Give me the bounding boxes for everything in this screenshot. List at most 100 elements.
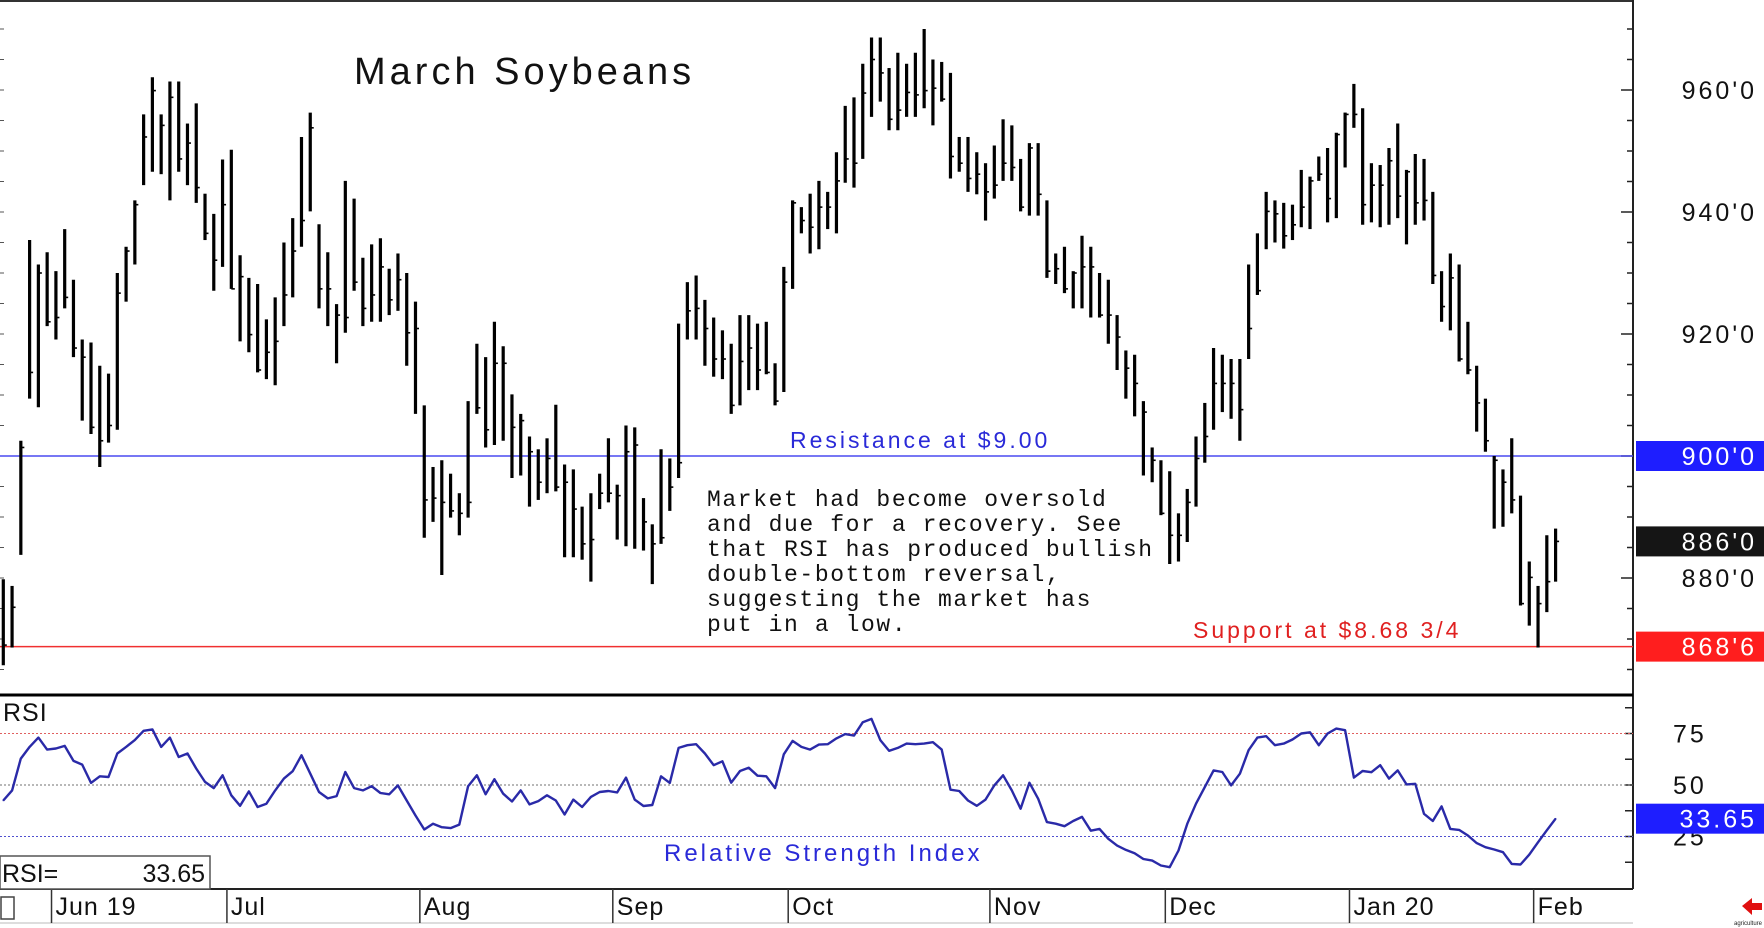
rsi-point xyxy=(116,752,119,755)
rsi-point xyxy=(291,770,294,772)
price-bar xyxy=(396,253,402,311)
price-bar xyxy=(1159,460,1165,516)
rsi-point xyxy=(467,785,469,788)
scroll-left-box[interactable] xyxy=(0,896,15,920)
month-label: Nov xyxy=(994,893,1041,921)
rsi-point xyxy=(1177,849,1180,852)
rsi-point xyxy=(1116,844,1118,847)
rsi-point xyxy=(309,772,312,775)
rsi-point xyxy=(949,788,952,791)
rsi-readout: RSI= 33.65 xyxy=(0,855,211,890)
rsi-point xyxy=(555,799,557,802)
price-tick-label: 960'0 xyxy=(1682,77,1757,105)
price-bar xyxy=(580,506,586,560)
price-bar xyxy=(1510,438,1516,514)
rsi-point xyxy=(1230,784,1232,787)
price-bar xyxy=(299,136,305,247)
price-bar xyxy=(624,425,630,547)
price-bar xyxy=(1466,321,1472,375)
price-bar xyxy=(1036,143,1042,216)
price-bar xyxy=(28,240,34,399)
rsi-point xyxy=(1335,727,1338,730)
rsi-line xyxy=(2,717,1557,869)
rsi-point xyxy=(651,804,654,806)
price-bar xyxy=(694,275,700,340)
rsi-point xyxy=(1168,866,1171,868)
rsi-point xyxy=(274,789,276,792)
price-tick-label: 880'0 xyxy=(1682,565,1757,593)
price-bar xyxy=(1001,119,1007,181)
price-bar xyxy=(1106,279,1112,344)
rsi-point xyxy=(125,746,127,748)
rsi-point xyxy=(1361,770,1364,772)
rsi-point xyxy=(476,774,478,777)
price-bar xyxy=(1115,315,1121,370)
price-bar xyxy=(966,136,972,192)
rsi-point xyxy=(1203,786,1206,788)
price-bar xyxy=(843,105,849,183)
rsi-point xyxy=(1318,744,1320,747)
rsi-point xyxy=(432,822,434,825)
price-bar xyxy=(1553,528,1560,582)
price-bar xyxy=(1431,191,1437,284)
rsi-point xyxy=(239,805,241,807)
rsi-point xyxy=(1326,732,1329,735)
price-marker-box xyxy=(1636,526,1764,557)
rsi-point xyxy=(1107,837,1110,840)
price-bar xyxy=(668,458,674,511)
rsi-point xyxy=(739,770,741,772)
rsi-point xyxy=(177,756,180,758)
rsi-point xyxy=(1475,842,1478,844)
price-bar xyxy=(54,271,60,340)
price-bar xyxy=(1,579,7,666)
rsi-point xyxy=(256,806,259,808)
rsi-point xyxy=(1142,858,1145,860)
price-bar xyxy=(755,323,762,391)
price-bar xyxy=(659,449,665,544)
price-bar xyxy=(1290,204,1296,241)
price-bar xyxy=(106,373,113,443)
price-bar xyxy=(378,238,384,322)
price-bar xyxy=(1019,158,1025,212)
price-bar xyxy=(1264,191,1270,250)
price-bar xyxy=(799,207,805,234)
price-bar xyxy=(150,77,156,172)
price-bar xyxy=(571,469,577,558)
rsi-point xyxy=(774,787,776,789)
rsi-point xyxy=(326,797,329,800)
rsi-point xyxy=(388,793,390,796)
rsi-point xyxy=(625,776,627,779)
rsi-point xyxy=(590,796,592,798)
rsi-point xyxy=(502,792,504,795)
note-line: and due for a recovery. See xyxy=(707,512,1123,538)
price-bar xyxy=(1168,471,1174,564)
rsi-point xyxy=(1309,731,1311,734)
logo-text: agriculture xyxy=(1734,921,1763,927)
price-bar xyxy=(931,59,937,126)
rsi-point xyxy=(46,748,48,751)
rsi-point xyxy=(90,782,92,784)
price-bar xyxy=(10,585,16,648)
price-bar xyxy=(361,257,367,327)
price-bar xyxy=(484,357,490,448)
chart-title: March Soybeans xyxy=(354,51,695,93)
price-bar xyxy=(1352,83,1358,128)
rsi-point xyxy=(107,776,110,778)
rsi-point xyxy=(151,728,154,731)
rsi-point xyxy=(458,823,461,826)
price-bar xyxy=(501,346,507,441)
price-bar xyxy=(1054,253,1060,284)
price-bar xyxy=(457,493,463,536)
price-bar xyxy=(1492,456,1498,529)
price-bar xyxy=(440,460,446,575)
price-bar xyxy=(1194,436,1200,507)
rsi-point xyxy=(1081,816,1083,818)
month-label: Sep xyxy=(617,893,664,921)
rsi-point xyxy=(598,791,601,793)
rsi-point xyxy=(1510,863,1513,865)
rsi-point xyxy=(1221,771,1224,773)
price-bar xyxy=(834,152,840,234)
rsi-point xyxy=(563,813,566,816)
rsi-point xyxy=(362,789,364,792)
